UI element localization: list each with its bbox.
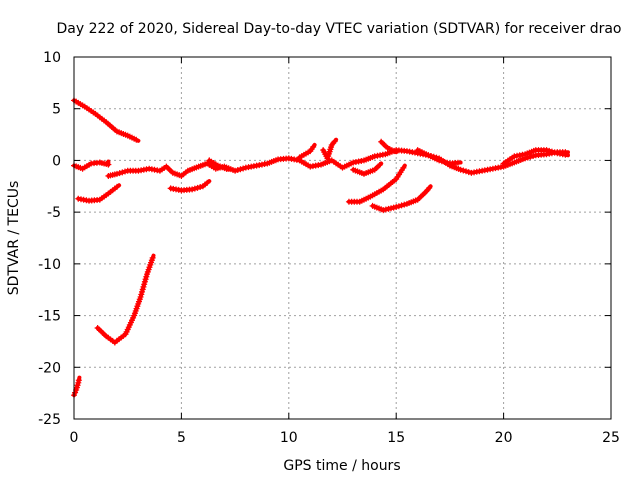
data-point — [395, 203, 402, 210]
data-point — [546, 147, 553, 154]
data-point — [331, 138, 338, 145]
x-tick-label: 10 — [280, 430, 298, 446]
y-tick-label: 10 — [43, 50, 61, 66]
data-point — [189, 186, 196, 193]
data-point — [463, 168, 470, 175]
series-track-10 — [320, 137, 339, 162]
data-point — [400, 164, 407, 171]
y-tick-label: -5 — [47, 205, 61, 221]
series-track-13 — [345, 163, 407, 205]
data-point — [194, 184, 201, 191]
data-point — [436, 157, 443, 164]
x-tick-label: 25 — [602, 430, 620, 446]
data-point — [237, 166, 244, 173]
series-track-16 — [500, 147, 570, 167]
data-point — [75, 377, 82, 384]
series-track-15 — [414, 147, 463, 167]
data-point — [530, 153, 537, 160]
data-point — [204, 179, 211, 186]
series-track-3 — [75, 183, 122, 204]
data-point — [543, 147, 550, 154]
data-point — [113, 170, 120, 177]
data-point — [457, 166, 464, 173]
x-axis-label: GPS time / hours — [283, 458, 400, 474]
data-point — [376, 162, 383, 169]
data-point — [438, 158, 445, 165]
data-point — [240, 165, 247, 172]
plot-frame — [73, 56, 612, 420]
data-point — [441, 158, 448, 165]
series-track-11 — [350, 161, 384, 177]
data-point — [548, 148, 555, 155]
data-point — [426, 185, 433, 192]
series-track-7 — [167, 179, 212, 194]
data-point — [122, 168, 129, 175]
data-point — [223, 165, 230, 172]
data-point — [527, 153, 534, 160]
x-tick-label: 0 — [70, 430, 79, 446]
data-point — [398, 202, 405, 209]
x-tick-label: 5 — [177, 430, 186, 446]
data-point — [551, 149, 558, 156]
data-point — [113, 183, 120, 190]
data-point — [391, 148, 398, 155]
data-point — [197, 184, 204, 191]
x-tick-label: 15 — [387, 430, 405, 446]
series-track-8 — [206, 157, 231, 172]
data-point — [454, 159, 461, 166]
y-tick-label: -25 — [38, 412, 61, 428]
data-point — [191, 185, 198, 192]
data-point — [232, 167, 239, 174]
series-track-14 — [369, 184, 433, 214]
series-track-9 — [296, 142, 317, 161]
series-track-5 — [94, 253, 156, 346]
x-tick-label: 20 — [495, 430, 513, 446]
data-point — [460, 167, 467, 174]
data-point — [444, 159, 451, 166]
series-track-6 — [105, 147, 570, 179]
data-point — [393, 203, 400, 210]
y-tick-label: -20 — [38, 360, 61, 376]
data-series — [71, 97, 570, 399]
series-track-1 — [71, 97, 141, 143]
data-point — [465, 169, 472, 176]
data-point — [119, 169, 126, 176]
series-track-2 — [71, 159, 112, 172]
y-tick-label: -10 — [38, 257, 61, 273]
data-point — [105, 161, 112, 168]
data-point — [401, 201, 408, 208]
y-tick-label: 0 — [52, 153, 61, 169]
series-track-12 — [378, 138, 399, 155]
data-point — [310, 143, 317, 150]
y-tick-label: 5 — [52, 102, 61, 118]
chart-title: Day 222 of 2020, Sidereal Day-to-day VTE… — [56, 21, 621, 37]
data-point — [116, 170, 123, 177]
data-point — [234, 166, 241, 173]
data-point — [133, 136, 140, 143]
grid — [74, 57, 611, 419]
series-track-4 — [71, 375, 82, 399]
y-tick-label: -15 — [38, 309, 61, 325]
axis-ticks: 0 5 10 15 20 25 -25 -20 -15 -10 -5 0 5 10 — [38, 50, 620, 446]
data-point — [562, 151, 569, 158]
data-point — [149, 254, 156, 261]
y-axis-label: SDTVAR / TECUs — [6, 181, 22, 296]
